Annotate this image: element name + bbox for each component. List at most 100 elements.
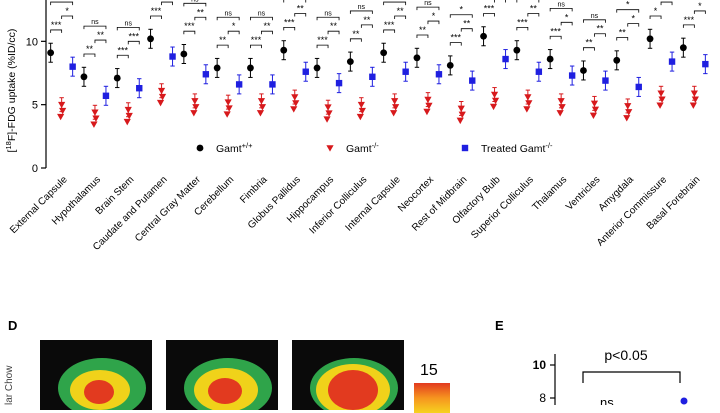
point-gamt-ko-rep <box>90 121 98 128</box>
point-gamt- <box>613 56 621 64</box>
category-group: *****ns <box>481 0 508 102</box>
point-gamt-ko-rep <box>325 110 333 117</box>
point-gamt-ko-rep <box>356 113 364 121</box>
legend-marker <box>326 145 334 152</box>
sig-label: ** <box>530 3 538 13</box>
sig-bracket <box>616 37 629 41</box>
legend-label: Gamt+/+ <box>216 141 253 155</box>
point-treated-gamt- <box>302 68 309 75</box>
sig-bracket <box>583 19 606 23</box>
point-gamt-ko-rep <box>425 102 433 110</box>
point-gamt- <box>580 67 587 74</box>
point-gamt-ko-rep <box>525 100 533 107</box>
category-group: *****ns <box>381 0 408 109</box>
point-gamt-ko-rep <box>589 112 598 119</box>
point-treated-gamt- <box>435 71 443 78</box>
point-gamt-ko-rep <box>156 99 165 107</box>
sig-label: ** <box>397 6 405 16</box>
category-group: ****ns <box>547 1 575 109</box>
point-gamt-ko-rep <box>225 105 233 112</box>
point-gamt-ko-rep <box>658 96 666 103</box>
y-tick-label: 10 <box>26 36 38 48</box>
category-group: **ns <box>647 0 675 101</box>
sig-bracket <box>150 15 162 19</box>
point-gamt- <box>480 32 487 40</box>
panel-d-letter: D <box>8 318 18 333</box>
sig-bracket <box>460 28 473 32</box>
sig-label: ns <box>591 13 599 20</box>
point-gamt-ko-rep <box>192 104 200 111</box>
point-gamt-ko-rep <box>458 111 466 119</box>
point-gamt- <box>47 49 55 57</box>
sig-label: ns <box>58 0 66 2</box>
sig-bracket <box>227 30 240 35</box>
sig-bracket <box>660 1 673 6</box>
sig-bracket <box>250 16 273 21</box>
point-treated-gamt- <box>235 81 243 88</box>
panel-d-row-label: lar Chow <box>4 365 15 405</box>
category-label: Inferior Colliculus <box>307 174 369 236</box>
point-gamt- <box>624 103 632 110</box>
sig-label: * <box>626 0 630 10</box>
sig-bracket <box>649 15 662 19</box>
point-treated-gamt- <box>668 58 676 65</box>
sig-label: ns <box>191 0 199 3</box>
point-gamt- <box>346 58 354 65</box>
sig-bracket <box>183 2 207 7</box>
sig-label: ** <box>97 30 105 40</box>
sig-label: * <box>631 14 635 24</box>
point-gamt- <box>690 90 698 97</box>
sig-label: * <box>665 0 669 2</box>
panel-e-letter: E <box>495 318 504 333</box>
point-treated-gamt- <box>568 72 576 79</box>
pet-image-2 <box>166 340 278 410</box>
legend-marker <box>461 144 469 152</box>
sig-label: *** <box>317 35 328 45</box>
sig-bracket <box>127 40 140 45</box>
sig-bracket <box>383 29 396 33</box>
category-label: Thalamus <box>530 174 569 213</box>
pet-image-1 <box>40 340 152 410</box>
sig-label: ** <box>585 38 593 48</box>
y-tick-label: 0 <box>32 163 38 175</box>
point-gamt-ko-rep <box>491 97 500 105</box>
sig-label: ** <box>263 21 271 31</box>
sig-bracket <box>693 10 706 14</box>
point-treated-gamt- <box>369 73 376 80</box>
point-gamt-ko-rep <box>591 106 600 113</box>
category-label: Fimbria <box>238 174 270 206</box>
point-gamt- <box>657 90 665 97</box>
sig-bracket <box>183 30 196 35</box>
point-gamt- <box>58 101 66 109</box>
sig-label: *** <box>151 6 162 16</box>
sig-label: * <box>565 12 569 22</box>
point-gamt-ko-rep <box>358 107 366 115</box>
sig-bracket <box>116 27 140 31</box>
panel-e-ytick-top: 10 <box>533 358 547 372</box>
point-gamt- <box>446 62 454 69</box>
category-group: ****ns <box>81 19 109 120</box>
point-gamt- <box>247 64 254 72</box>
sig-bracket <box>349 10 373 14</box>
sig-bracket <box>627 23 640 27</box>
category-label: External Capsule <box>8 174 70 236</box>
category-group: ****** <box>448 5 475 116</box>
color-scale-bar <box>414 383 450 413</box>
sig-bracket <box>83 25 107 30</box>
point-gamt- <box>557 98 565 105</box>
sig-bracket <box>316 44 329 49</box>
point-gamt- <box>391 98 399 105</box>
sig-label: *** <box>284 17 295 27</box>
sig-bracket <box>283 27 296 31</box>
sig-label: ** <box>86 44 94 54</box>
sig-bracket <box>583 47 595 51</box>
sig-bracket <box>549 35 562 40</box>
sig-label: *** <box>684 15 695 25</box>
point-gamt-ko-rep <box>223 111 231 118</box>
point-gamt- <box>124 106 132 114</box>
point-gamt-ko-rep <box>256 110 265 117</box>
sig-bracket <box>494 0 506 3</box>
sig-label: ** <box>219 35 227 45</box>
sig-bracket <box>283 0 307 3</box>
point-gamt- <box>490 91 499 99</box>
